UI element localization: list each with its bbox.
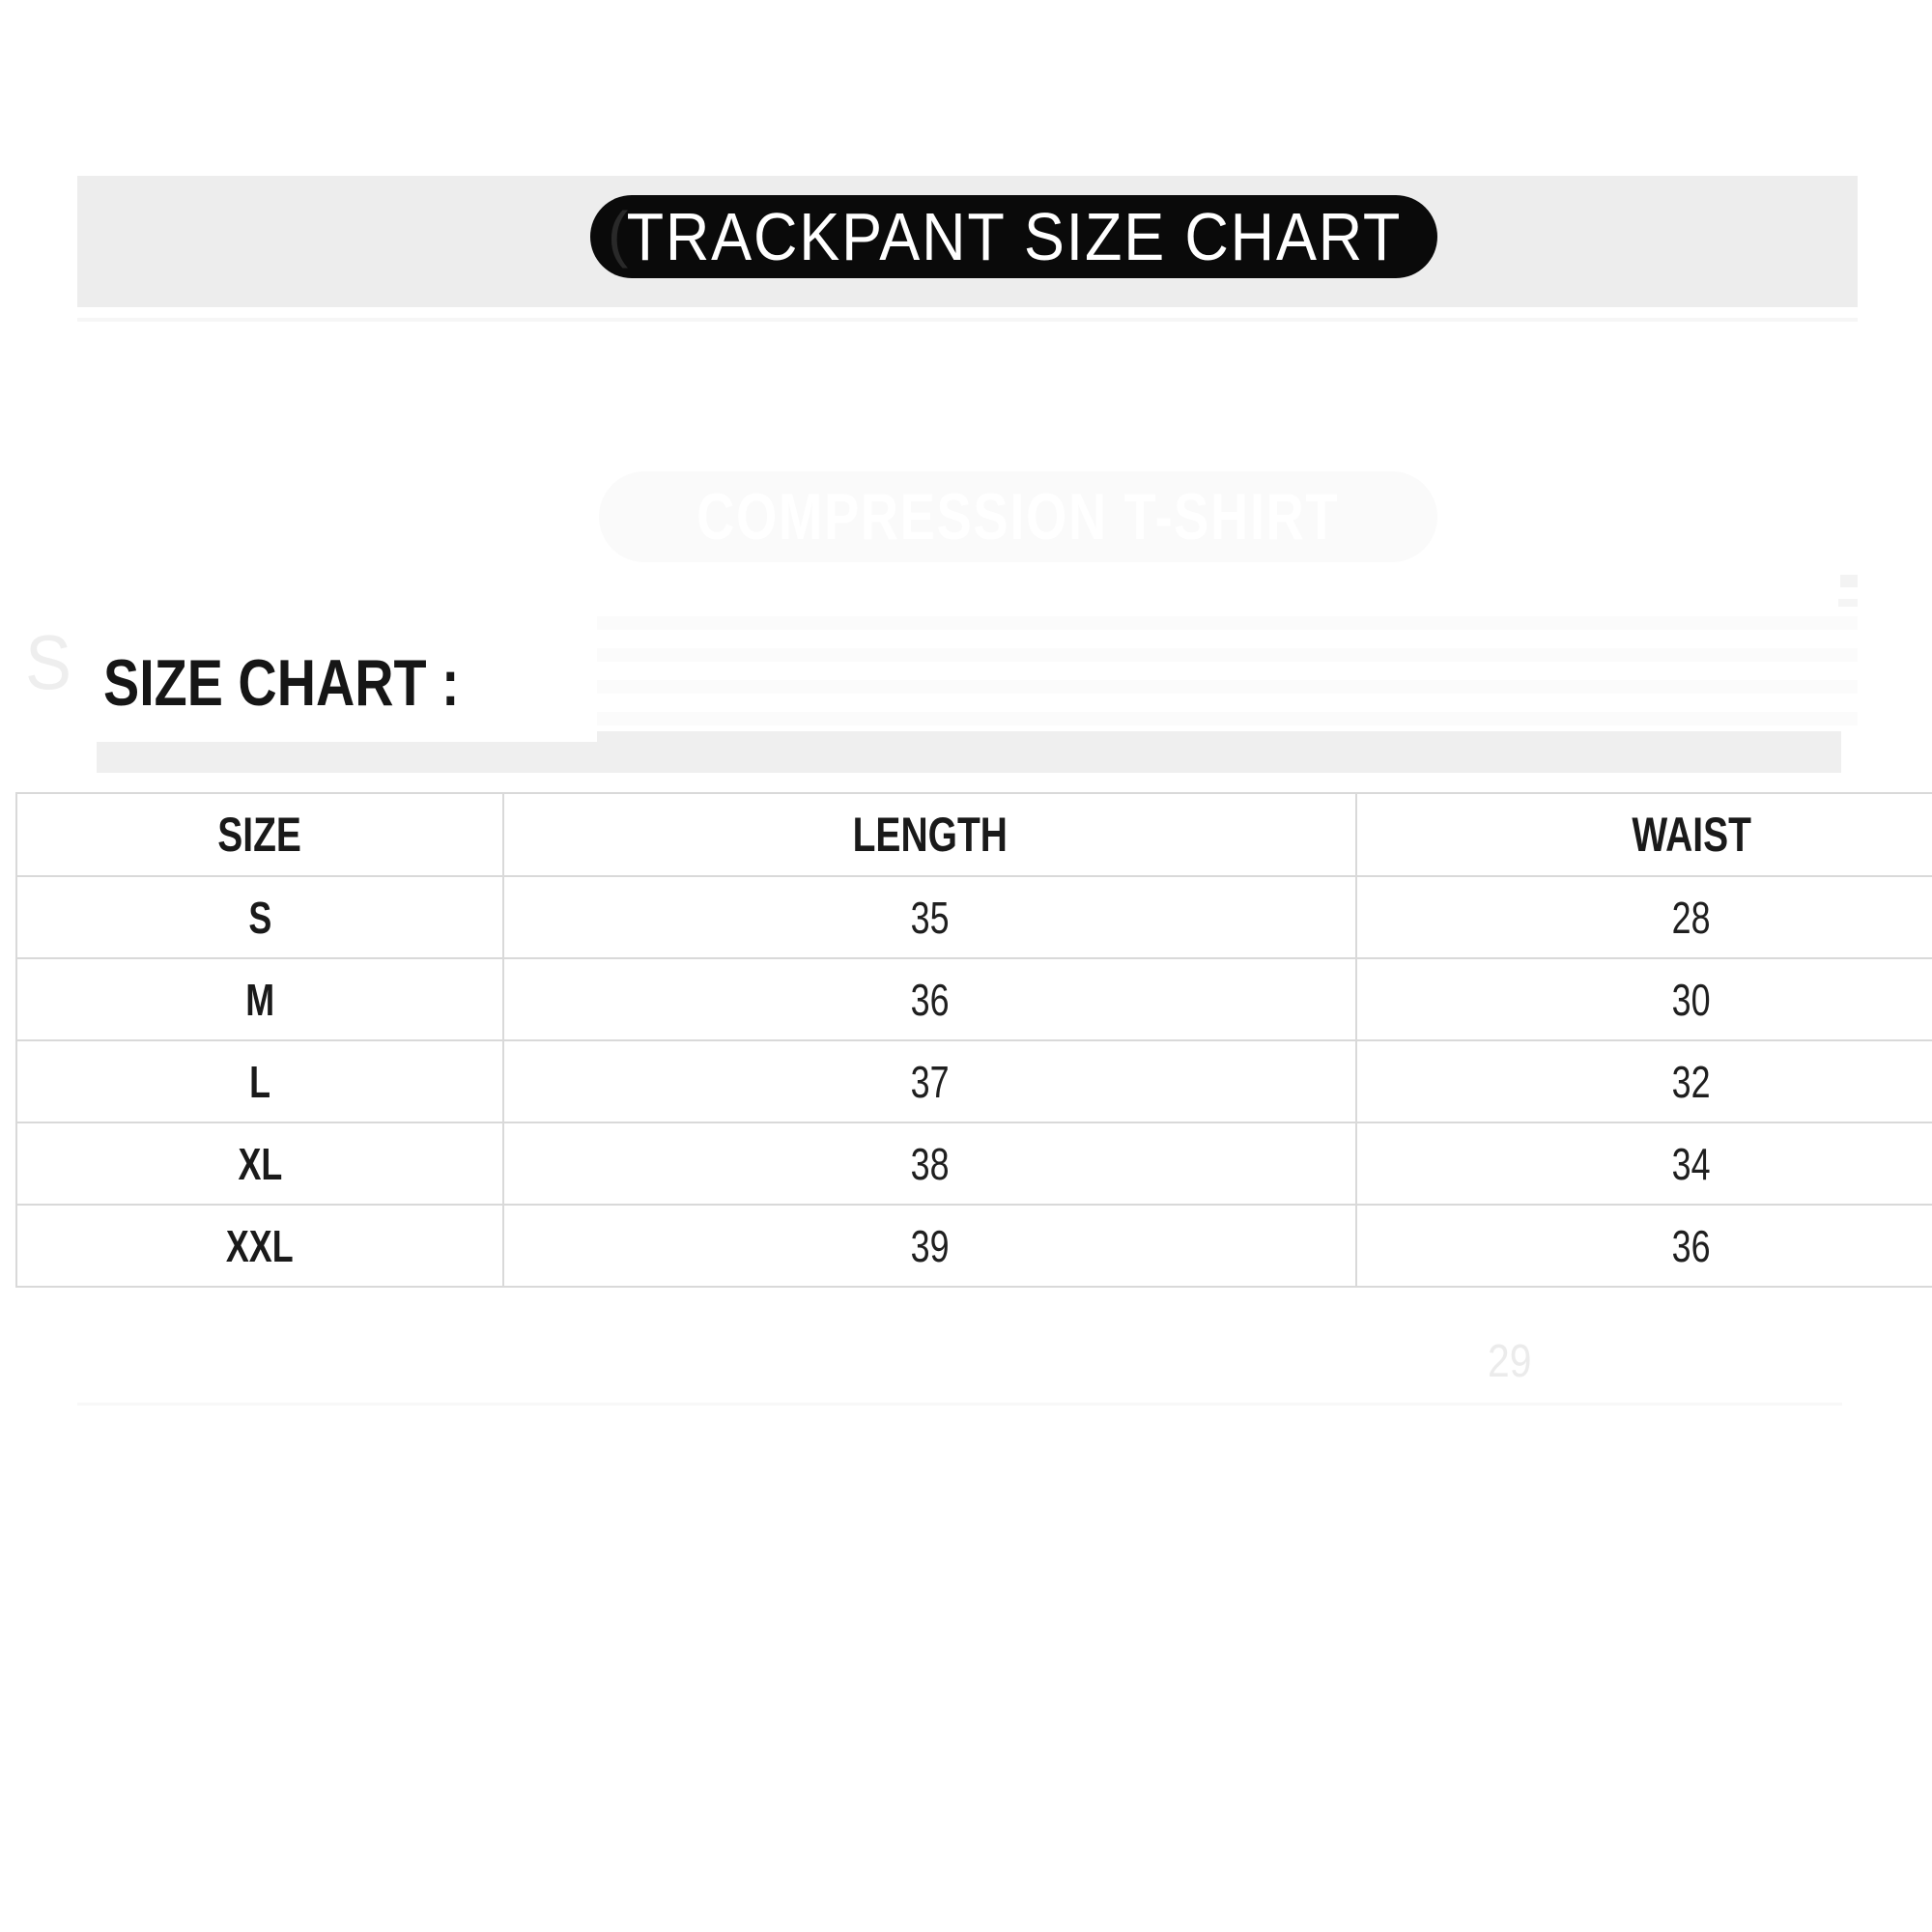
cell-waist: 28 bbox=[1672, 892, 1711, 943]
ghost-heading-fragment: S bbox=[25, 619, 72, 705]
size-chart-table: SIZE LENGTH WAIST S 35 28 M 36 30 L 37 3… bbox=[15, 792, 1932, 1288]
cell-length: 38 bbox=[504, 1123, 1357, 1204]
cell-size: S bbox=[17, 877, 504, 957]
ghost-fragment bbox=[1840, 575, 1858, 587]
cell-length: 35 bbox=[504, 877, 1357, 957]
cell-length: 36 bbox=[504, 959, 1357, 1039]
ghost-table-stripe bbox=[597, 648, 1858, 662]
ghost-table-stripe bbox=[597, 680, 1858, 694]
ghost-banner-label: COMPRESSION T-SHIRT bbox=[696, 480, 1340, 554]
table-row-m: M 36 30 bbox=[17, 959, 1932, 1041]
cell-waist: 34 bbox=[1672, 1138, 1711, 1189]
table-header-row: SIZE LENGTH WAIST bbox=[17, 794, 1932, 877]
cell-size: L bbox=[17, 1041, 504, 1122]
cell-length: 39 bbox=[504, 1206, 1357, 1286]
heading-background bbox=[77, 614, 597, 730]
ghost-divider-line bbox=[77, 1403, 1842, 1406]
ghost-table-stripe bbox=[597, 616, 1858, 630]
ghost-header-strip bbox=[97, 742, 597, 773]
cell-size: M bbox=[17, 959, 504, 1039]
cell-waist: 32 bbox=[1672, 1056, 1711, 1107]
trackpant-size-chart-banner: ( TRACKPANT SIZE CHART bbox=[590, 195, 1437, 278]
ghost-table-stripe bbox=[597, 712, 1858, 725]
cell-size: XL bbox=[17, 1123, 504, 1204]
column-header-length: LENGTH bbox=[504, 794, 1357, 875]
table-row-xxl: XXL 39 36 bbox=[17, 1206, 1932, 1288]
section-heading: SIZE CHART : bbox=[103, 646, 460, 720]
table-row-l: L 37 32 bbox=[17, 1041, 1932, 1123]
table-row-s: S 35 28 bbox=[17, 877, 1932, 959]
ghost-stray-number: 29 bbox=[1488, 1336, 1532, 1387]
column-header-waist: WAIST bbox=[1632, 808, 1751, 862]
cell-size: XXL bbox=[17, 1206, 504, 1286]
ghost-paren-watermark: ( bbox=[608, 199, 629, 270]
cell-waist: 36 bbox=[1672, 1220, 1711, 1271]
ghost-header-strip bbox=[597, 731, 1841, 773]
ghost-banner-pill: COMPRESSION T-SHIRT bbox=[599, 471, 1437, 562]
banner-title: TRACKPANT SIZE CHART bbox=[626, 199, 1402, 274]
column-header-size: SIZE bbox=[17, 794, 504, 875]
cell-waist: 30 bbox=[1672, 974, 1711, 1025]
banner-band-shadow bbox=[77, 318, 1858, 322]
cell-length: 37 bbox=[504, 1041, 1357, 1122]
ghost-fragment bbox=[1838, 599, 1858, 607]
table-row-xl: XL 38 34 bbox=[17, 1123, 1932, 1206]
